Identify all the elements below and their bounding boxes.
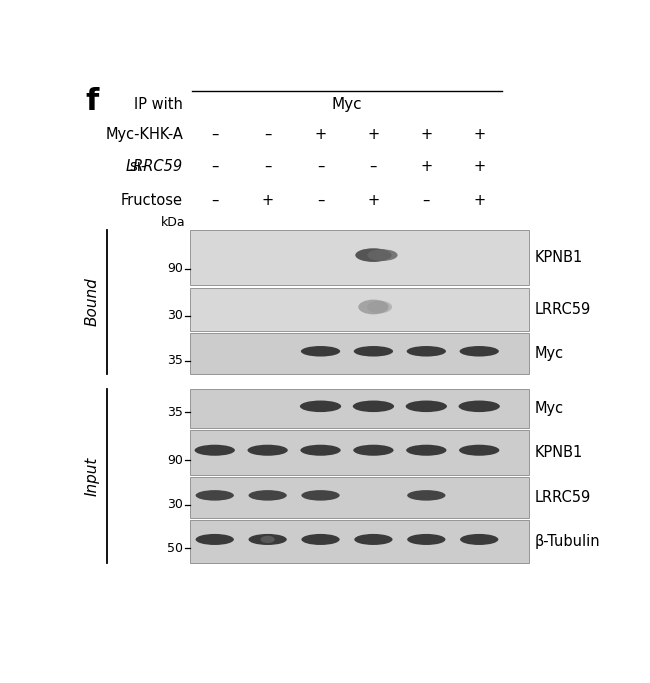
Ellipse shape <box>353 400 394 412</box>
Text: Myc: Myc <box>534 346 564 361</box>
Ellipse shape <box>248 490 287 501</box>
Text: –: – <box>211 158 218 173</box>
Bar <box>190 333 528 374</box>
Text: LRRC59: LRRC59 <box>534 490 591 505</box>
Text: –: – <box>317 193 324 208</box>
Text: –: – <box>211 127 218 142</box>
Ellipse shape <box>458 400 500 412</box>
Bar <box>190 389 528 428</box>
Bar <box>190 520 528 563</box>
Text: –: – <box>370 158 377 173</box>
Bar <box>190 477 528 518</box>
Text: 30: 30 <box>167 499 183 512</box>
Ellipse shape <box>356 249 391 262</box>
Text: –: – <box>264 158 271 173</box>
Text: +: + <box>367 193 380 208</box>
Ellipse shape <box>302 490 340 501</box>
Text: +: + <box>473 158 486 173</box>
Text: 30: 30 <box>167 309 183 322</box>
Ellipse shape <box>459 445 499 456</box>
Ellipse shape <box>406 400 447 412</box>
Text: Input: Input <box>85 456 100 496</box>
Text: +: + <box>473 127 486 142</box>
Text: kDa: kDa <box>161 217 185 229</box>
Text: 35: 35 <box>167 406 183 419</box>
Ellipse shape <box>367 301 392 313</box>
Ellipse shape <box>354 445 394 456</box>
Text: KPNB1: KPNB1 <box>534 445 583 460</box>
Text: Bound: Bound <box>85 278 100 326</box>
Text: 50: 50 <box>167 542 183 555</box>
Text: +: + <box>421 158 432 173</box>
Text: 90: 90 <box>167 454 183 466</box>
Text: +: + <box>421 127 432 142</box>
Ellipse shape <box>354 346 393 357</box>
Ellipse shape <box>407 534 445 545</box>
Bar <box>190 430 528 475</box>
Ellipse shape <box>302 534 340 545</box>
Ellipse shape <box>300 445 341 456</box>
Text: +: + <box>261 193 274 208</box>
Text: Myc: Myc <box>534 401 564 416</box>
Text: Fructose: Fructose <box>121 193 183 208</box>
Text: si-: si- <box>129 158 146 173</box>
Text: 90: 90 <box>167 262 183 275</box>
Ellipse shape <box>300 400 341 412</box>
Text: –: – <box>264 127 271 142</box>
Ellipse shape <box>358 300 389 314</box>
Text: +: + <box>315 127 326 142</box>
Ellipse shape <box>248 445 288 456</box>
Text: –: – <box>211 193 218 208</box>
Bar <box>190 288 528 331</box>
Ellipse shape <box>460 534 499 545</box>
Ellipse shape <box>460 346 499 357</box>
Ellipse shape <box>301 346 340 357</box>
Text: +: + <box>367 127 380 142</box>
Text: +: + <box>473 193 486 208</box>
Ellipse shape <box>406 445 447 456</box>
Text: LRRC59: LRRC59 <box>126 158 183 173</box>
Text: LRRC59: LRRC59 <box>534 302 591 317</box>
Ellipse shape <box>367 249 398 261</box>
Text: 35: 35 <box>167 354 183 367</box>
Ellipse shape <box>261 535 275 543</box>
Ellipse shape <box>407 490 445 501</box>
Text: IP with: IP with <box>134 96 183 111</box>
Text: KPNB1: KPNB1 <box>534 251 583 266</box>
Ellipse shape <box>248 534 287 545</box>
Text: –: – <box>422 193 430 208</box>
Ellipse shape <box>196 490 234 501</box>
Ellipse shape <box>194 445 235 456</box>
Ellipse shape <box>196 534 234 545</box>
Bar <box>190 230 528 285</box>
Text: f: f <box>85 87 99 116</box>
Text: β-Tubulin: β-Tubulin <box>534 534 600 549</box>
Ellipse shape <box>354 534 393 545</box>
Ellipse shape <box>407 346 446 357</box>
Text: Myc-KHK-A: Myc-KHK-A <box>105 127 183 142</box>
Text: Myc: Myc <box>332 96 362 111</box>
Text: –: – <box>317 158 324 173</box>
